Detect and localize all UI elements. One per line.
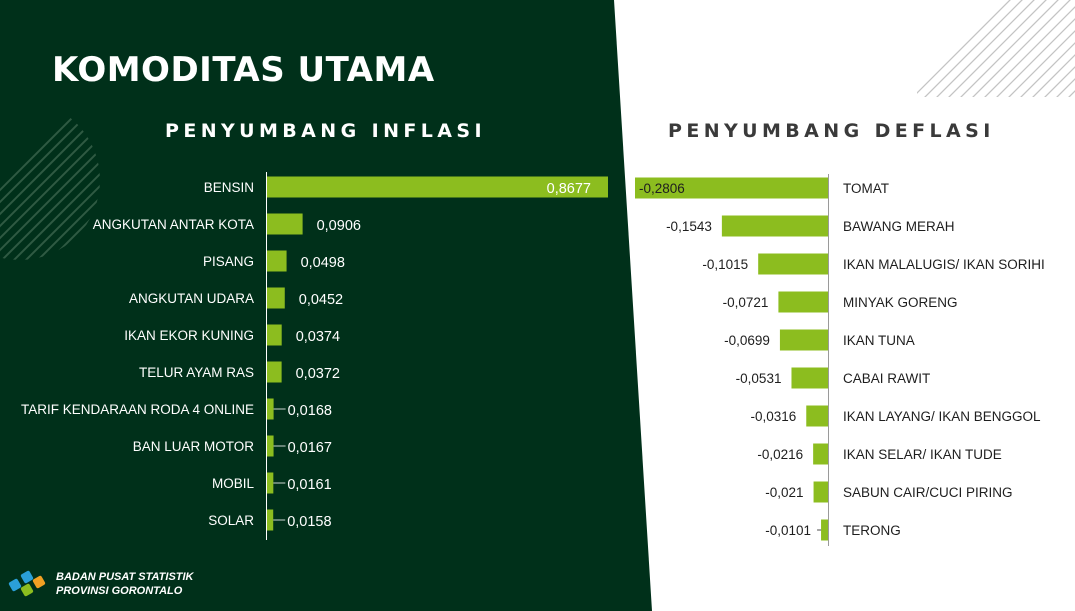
deflasi-value-label: -0,021 — [765, 485, 803, 500]
hatch-line — [972, 0, 1071, 97]
inflasi-category-label: TELUR AYAM RAS — [139, 365, 254, 380]
hatch-line — [1056, 78, 1075, 97]
inflasi-bar-chart: BENSIN 0,8677 ANGKUTAN ANTAR KOTA 0,0906 PIS… — [21, 172, 608, 540]
hatch-line — [3, 100, 100, 260]
hatch-line — [0, 100, 100, 260]
deflasi-bar — [791, 367, 828, 389]
inflasi-section-title: PENYUMBANG INFLASI — [165, 120, 486, 142]
deflasi-category-label: SABUN CAIR/CUCI PIRING — [843, 485, 1013, 500]
inflasi-value-label: 0,0161 — [287, 477, 331, 493]
hatch-line — [0, 100, 100, 260]
inflasi-value-label: 0,0167 — [288, 440, 332, 456]
deflasi-category-label: IKAN TUNA — [843, 333, 915, 348]
deflasi-category-label: CABAI RAWIT — [843, 371, 930, 386]
deflasi-category-label: MINYAK GORENG — [843, 295, 958, 310]
hatch-line — [917, 0, 1011, 94]
deflasi-value-label: -0,0101 — [765, 523, 811, 538]
deflasi-bar — [635, 177, 828, 199]
hatch-line — [1044, 66, 1075, 97]
hatch-line — [0, 100, 100, 260]
deflasi-bar — [813, 481, 828, 503]
inflasi-bar — [267, 176, 608, 198]
inflasi-category-label: MOBIL — [212, 476, 255, 491]
deflasi-category-label: IKAN LAYANG/ IKAN BENGGOL — [843, 409, 1041, 424]
hatch-line — [0, 100, 100, 260]
inflasi-category-label: TARIF KENDARAAN RODA 4 ONLINE — [21, 402, 254, 417]
inflasi-value-label: 0,0498 — [301, 255, 345, 271]
hatch-line — [948, 0, 1047, 97]
deflasi-value-label: -0,0531 — [736, 371, 782, 386]
hatch-decoration-top-right — [917, 0, 1075, 97]
deflasi-bar-chart: TOMAT -0,2806 BAWANG MERAH -0,1543 IKAN MALA… — [635, 174, 1045, 546]
inflasi-value-label: 0,0168 — [288, 403, 332, 419]
deflasi-category-label: IKAN SELAR/ IKAN TUDE — [843, 447, 1002, 462]
inflasi-bar — [267, 324, 282, 346]
hatch-line — [1020, 42, 1075, 97]
inflasi-value-label: 0,0374 — [296, 329, 340, 345]
deflasi-category-label: BAWANG MERAH — [843, 219, 955, 234]
page-title: KOMODITAS UTAMA — [52, 50, 435, 90]
hatch-line — [15, 100, 100, 260]
deflasi-bar — [821, 519, 828, 541]
deflasi-bar — [779, 329, 828, 351]
inflasi-category-label: ANGKUTAN UDARA — [129, 291, 254, 306]
deflasi-bar — [806, 405, 828, 427]
inflasi-category-label: SOLAR — [208, 513, 254, 528]
dark-panel — [0, 0, 652, 611]
hatch-line — [39, 100, 100, 260]
deflasi-value-label: -0,0216 — [757, 447, 803, 462]
deflasi-value-label: -0,0721 — [723, 295, 769, 310]
hatch-line — [1008, 30, 1075, 97]
inflasi-value-label: 0,0452 — [299, 292, 343, 308]
footer-line-1: BADAN PUSAT STATISTIK — [56, 571, 194, 583]
hatch-line — [936, 0, 1035, 97]
hatch-line — [1032, 54, 1075, 97]
deflasi-value-label: -0,1543 — [666, 219, 712, 234]
hatch-line — [960, 0, 1059, 97]
deflasi-value-label: -0,0699 — [724, 333, 770, 348]
deflasi-bar — [778, 291, 828, 313]
inflasi-category-label: PISANG — [203, 254, 254, 269]
deflasi-bar — [813, 443, 828, 465]
inflasi-bar — [267, 287, 285, 309]
deflasi-value-label: -0,0316 — [750, 409, 796, 424]
deflasi-bar — [721, 215, 828, 237]
footer: BADAN PUSAT STATISTIK PROVINSI GORONTALO — [8, 566, 194, 602]
inflasi-category-label: BAN LUAR MOTOR — [133, 439, 255, 454]
inflasi-bar — [267, 435, 274, 457]
deflasi-category-label: IKAN MALALUGIS/ IKAN SORIHI — [843, 257, 1045, 272]
hatch-line — [924, 0, 1023, 97]
deflasi-value-label: -0,1015 — [702, 257, 748, 272]
deflasi-section-title: PENYUMBANG DEFLASI — [668, 120, 995, 142]
inflasi-bar — [267, 361, 282, 383]
inflasi-value-label: 0,0158 — [287, 514, 331, 530]
deflasi-category-label: TOMAT — [843, 181, 889, 196]
footer-text: BADAN PUSAT STATISTIK PROVINSI GORONTALO — [56, 570, 194, 598]
deflasi-value-label: -0,2806 — [639, 181, 685, 196]
inflasi-value-label: 0,8677 — [547, 181, 591, 197]
inflasi-value-label: 0,0372 — [296, 366, 340, 382]
inflasi-category-label: BENSIN — [204, 180, 254, 195]
bps-logo-icon — [8, 570, 46, 597]
inflasi-bar — [267, 509, 274, 531]
deflasi-category-label: TERONG — [843, 523, 901, 538]
deflasi-bar — [758, 253, 828, 275]
inflasi-value-label: 0,0906 — [317, 218, 361, 234]
hatch-line — [984, 6, 1075, 97]
inflasi-bar — [267, 398, 274, 420]
hatch-line — [27, 100, 100, 260]
inflasi-category-label: ANGKUTAN ANTAR KOTA — [93, 217, 254, 232]
inflasi-bar — [267, 250, 287, 272]
inflasi-category-label: IKAN EKOR KUNING — [124, 328, 254, 343]
hatch-line — [0, 100, 100, 260]
footer-line-2: PROVINSI GORONTALO — [56, 585, 183, 597]
hatch-line — [996, 18, 1075, 97]
inflasi-bar — [267, 213, 303, 235]
inflasi-bar — [267, 472, 274, 494]
